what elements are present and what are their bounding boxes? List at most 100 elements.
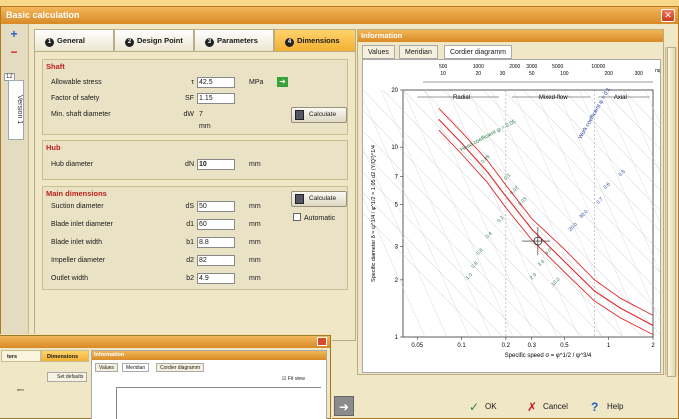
checkbox-box[interactable]: [293, 213, 301, 221]
checkbox-label: Fit view: [287, 376, 305, 382]
calculator-icon: [295, 194, 304, 204]
curve-label: 0.8: [470, 260, 479, 269]
info-tab-values[interactable]: Values: [362, 45, 395, 59]
preview-tab-meridian[interactable]: Meridian: [122, 363, 150, 372]
curve-label: 0.6: [475, 247, 484, 256]
info-tab-cordier[interactable]: Cordier diagramm: [444, 45, 513, 59]
top-axis-title: nq: [655, 68, 660, 74]
version-tab[interactable]: Version 1: [8, 80, 24, 140]
tab-general[interactable]: 1 General: [34, 29, 114, 51]
button-label: Help: [607, 402, 624, 411]
hub-group: Hub Hub diameter dN 10 mm: [42, 140, 348, 180]
blade-inlet-diameter-input[interactable]: 60: [197, 219, 235, 230]
tab-dimensions[interactable]: 4 Dimensions: [274, 29, 356, 51]
automatic-checkbox[interactable]: Automatic: [293, 213, 335, 224]
curve-label: 0.03: [517, 196, 528, 207]
y-tick-label: 2: [395, 278, 399, 284]
preview-tab-dimensions[interactable]: Dimensions: [41, 350, 89, 362]
curve-label: 0.02: [509, 185, 520, 196]
reference-line: [482, 89, 679, 293]
preview-tab-values[interactable]: Values: [95, 363, 118, 372]
field-label: Blade inlet diameter: [51, 221, 113, 228]
field-symbol: τ: [191, 79, 194, 86]
y-tick-label: 3: [395, 244, 399, 250]
field-symbol: d1: [186, 221, 194, 228]
set-defaults-button[interactable]: Set defaults: [47, 372, 87, 382]
tab-number: 2: [125, 38, 134, 47]
help-button[interactable]: ? Help: [589, 398, 623, 416]
field-symbol: dN: [185, 161, 194, 168]
info-tab-meridian[interactable]: Meridian: [399, 45, 438, 59]
reference-line: [402, 89, 514, 338]
top-axis-label: 1000: [473, 64, 484, 70]
curve-label: 3.0: [537, 259, 546, 268]
expand-panel-button[interactable]: ➜: [334, 396, 354, 416]
preview-close-icon[interactable]: [317, 337, 327, 346]
curve-label: 30.0: [578, 209, 589, 220]
x-tick-label: 1: [607, 343, 611, 349]
top-axis-label: 5000: [552, 64, 563, 70]
preview-window-thumbnail: ters Dimensions Set defaults mm Informat…: [0, 335, 331, 419]
reference-line: [502, 89, 679, 272]
field-label: Impeller diameter: [51, 257, 106, 264]
remove-version-button[interactable]: −: [10, 45, 18, 59]
main-calculate-button[interactable]: Calculate: [291, 191, 347, 207]
window-title: Basic calculation: [6, 10, 80, 20]
tab-design-point[interactable]: 2 Design Point: [114, 29, 194, 51]
shaft-calculate-button[interactable]: Calculate: [291, 107, 347, 123]
curve-label: 0.2: [496, 215, 505, 224]
reference-line: [322, 89, 564, 338]
x-axis-label: Specific speed σ = φ^1/2 / ψ^3/4: [505, 353, 592, 359]
blade-inlet-width-input[interactable]: 8.8: [197, 237, 235, 248]
add-version-button[interactable]: +: [10, 27, 18, 41]
cancel-button[interactable]: ✗ Cancel: [525, 398, 568, 416]
x-tick-label: 0.1: [457, 343, 466, 349]
outlet-width-input[interactable]: 4.9: [197, 273, 235, 284]
tab-number: 1: [45, 38, 54, 47]
main-dimensions-title: Main dimensions: [46, 189, 107, 198]
dialog-button-bar: ✓ OK ✗ Cancel ? Help: [357, 395, 677, 419]
reference-line: [362, 89, 604, 338]
vertical-scrollbar[interactable]: [665, 47, 677, 377]
curve-label: 20.0: [568, 222, 579, 233]
scrollbar-thumb[interactable]: [667, 47, 676, 377]
ok-button[interactable]: ✓ OK: [467, 398, 497, 416]
preview-meridian-sketch: [116, 387, 321, 419]
field-unit: MPa: [249, 79, 264, 86]
impeller-diameter-input[interactable]: 82: [197, 255, 235, 266]
tab-label: Parameters: [217, 36, 258, 45]
button-label: OK: [485, 402, 497, 411]
preview-tab-cordier[interactable]: Cordier diagramm: [156, 363, 205, 372]
top-axis-label: 20: [476, 71, 482, 77]
cross-icon: ✗: [527, 400, 538, 414]
preview-tab-parameters[interactable]: ters: [1, 350, 41, 362]
reference-line: [402, 89, 644, 338]
field-label: Blade inlet width: [51, 239, 102, 246]
apply-arrow-icon[interactable]: ➜: [277, 77, 288, 87]
safety-factor-input[interactable]: 1.15: [197, 93, 235, 104]
fit-view-checkbox[interactable]: ☑ Fit view: [282, 376, 305, 382]
top-axis-label: 30: [500, 71, 506, 77]
suction-diameter-input[interactable]: 50: [197, 201, 235, 212]
tab-parameters[interactable]: 3 Parameters: [194, 29, 274, 51]
top-axis-label: 200: [605, 71, 614, 77]
field-unit: mm: [249, 203, 261, 210]
cordier-diagram: 0.05 0.1 0.2 0.3 0.5 1 2 1 2 3 5 7 10 20 Specific spee…: [242, 59, 679, 373]
reference-line: [342, 89, 584, 338]
hub-diameter-input[interactable]: 10: [197, 159, 235, 170]
x-tick-label: 0.5: [560, 343, 569, 349]
allowable-stress-input[interactable]: 42.5: [197, 77, 235, 88]
field-label: Suction diameter: [51, 203, 104, 210]
field-unit: mm: [249, 221, 261, 228]
field-label: Allowable stress: [51, 79, 102, 86]
reference-line: [424, 89, 536, 338]
close-button[interactable]: ✕: [661, 9, 675, 22]
title-bar: Basic calculation ✕: [1, 7, 678, 24]
tab-number: 3: [205, 38, 214, 47]
top-axis-label: 500: [439, 64, 448, 70]
tab-label: General: [57, 36, 85, 45]
field-unit: mm: [249, 257, 261, 264]
reference-line: [446, 89, 558, 338]
field-symbol: b1: [186, 239, 194, 246]
curve-label: 0.05: [480, 154, 491, 165]
